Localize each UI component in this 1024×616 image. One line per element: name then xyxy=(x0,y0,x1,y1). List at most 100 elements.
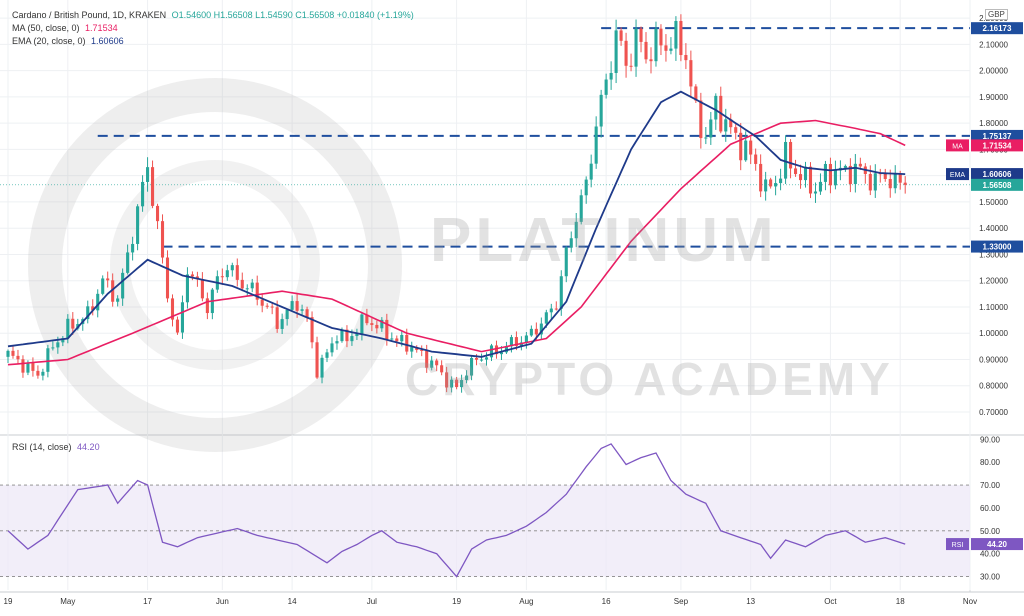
candle-body xyxy=(619,30,623,41)
rsi-tag-bg xyxy=(946,538,969,551)
ema-label: EMA (20, close, 0) xyxy=(12,36,86,46)
ohlc-values: O1.54600 H1.56508 L1.54590 C1.56508 +0.0… xyxy=(171,10,414,20)
candle-body xyxy=(445,372,449,388)
moving-average-lines xyxy=(7,90,906,366)
candle-body xyxy=(534,328,538,335)
legend-rsi-row[interactable]: RSI (14, close) 44.20 xyxy=(12,442,100,452)
candle-body xyxy=(774,183,778,187)
candle-body xyxy=(200,279,204,299)
candle-body xyxy=(489,345,494,358)
candle-body xyxy=(285,309,289,320)
candle-body xyxy=(739,132,743,161)
legend-ma-row[interactable]: MA (50, close, 0) 1.71534 xyxy=(12,23,118,33)
candle-body xyxy=(220,276,224,278)
candle-body xyxy=(479,359,484,361)
candle-body xyxy=(146,167,150,182)
time-tick-label: 18 xyxy=(896,597,905,606)
candle-body xyxy=(275,307,279,329)
candle-body xyxy=(116,298,120,302)
candle-body xyxy=(36,370,40,376)
candle-body xyxy=(121,272,125,299)
candle-body xyxy=(484,357,489,360)
candle-body xyxy=(679,20,683,56)
time-tick-label: 19 xyxy=(4,597,13,606)
currency-label[interactable]: GBP xyxy=(985,9,1008,20)
candle-body xyxy=(704,137,708,139)
ema-badge: 1.60606 xyxy=(983,170,1012,179)
watermark-line1: PLATINUM xyxy=(430,206,778,275)
candle-body xyxy=(529,328,533,336)
candle-body xyxy=(425,350,429,368)
legend-ema-row[interactable]: EMA (20, close, 0) 1.60606 xyxy=(12,36,124,46)
candle-body xyxy=(6,350,10,357)
candle-body xyxy=(355,333,359,337)
price-tick-label: 0.90000 xyxy=(979,355,1008,364)
ema-20-line xyxy=(7,90,906,358)
candle-body xyxy=(614,30,618,73)
candle-body xyxy=(340,329,344,342)
candle-body xyxy=(360,314,364,334)
time-axis[interactable]: 19 May 17 Jun 14 Jul 19 Aug 16 Sep 13 Oct 18 Nov xyxy=(4,597,978,606)
candle-body xyxy=(51,347,55,349)
candle-body xyxy=(624,40,628,66)
candle-body xyxy=(644,41,648,60)
candle-body xyxy=(380,319,384,329)
rsi-badge-bg xyxy=(971,538,1023,551)
rsi-pane xyxy=(0,443,970,578)
ma-badge: 1.71534 xyxy=(983,141,1012,150)
candle-body xyxy=(609,72,613,80)
candle-body xyxy=(151,167,155,206)
candle-body xyxy=(669,48,673,51)
candle-body xyxy=(190,274,194,277)
symbol-title[interactable]: Cardano / British Pound, 1D, KRAKEN xyxy=(12,10,167,20)
candle-body xyxy=(873,173,877,191)
level-badge-bg xyxy=(971,240,1023,253)
candle-body xyxy=(584,179,588,196)
time-tick-label: Jul xyxy=(367,597,377,606)
rsi-axis[interactable]: 30.00 40.00 50.00 60.00 70.00 80.00 90.00 xyxy=(980,435,1001,581)
level-badge-bg xyxy=(971,22,1023,35)
candle-body xyxy=(46,348,50,372)
candle-body xyxy=(664,45,668,51)
candle-body xyxy=(330,343,334,353)
candle-body xyxy=(604,79,608,95)
ma-50-line xyxy=(7,119,906,366)
candle-body xyxy=(629,65,633,67)
candle-body xyxy=(335,341,339,344)
price-tick-label: 1.40000 xyxy=(979,224,1008,233)
candle-body xyxy=(265,305,269,307)
candle-body xyxy=(823,163,827,182)
candle-body xyxy=(779,178,783,184)
candle-body xyxy=(599,94,603,127)
ma-value: 1.71534 xyxy=(85,23,118,33)
candle-body xyxy=(784,141,788,179)
candle-body xyxy=(320,357,324,378)
level-badge: 2.16173 xyxy=(983,24,1012,33)
rsi-line xyxy=(7,443,906,578)
candle-body xyxy=(155,205,160,222)
candle-body xyxy=(101,278,105,294)
candle-body xyxy=(759,163,763,192)
candle-body xyxy=(858,163,862,167)
candle-body xyxy=(350,336,354,342)
price-tick-label: 2.10000 xyxy=(979,40,1008,49)
candle-body xyxy=(175,319,180,333)
candle-body xyxy=(465,375,469,381)
candle-body xyxy=(843,165,847,168)
rsi-tick-label: 30.00 xyxy=(980,573,1001,582)
candle-body xyxy=(539,323,543,335)
candle-body xyxy=(574,221,578,239)
candle-body xyxy=(659,28,663,46)
candle-body xyxy=(345,329,349,342)
time-tick-label: Oct xyxy=(824,597,837,606)
candle-body xyxy=(554,308,558,310)
ema-value: 1.60606 xyxy=(91,36,124,46)
candle-body xyxy=(769,179,773,187)
candle-body xyxy=(654,28,658,62)
candle-body xyxy=(808,166,813,194)
candle-body xyxy=(589,163,593,180)
ema-badge-bg xyxy=(971,168,1023,181)
candle-body xyxy=(514,337,518,346)
candle-body xyxy=(250,282,254,289)
